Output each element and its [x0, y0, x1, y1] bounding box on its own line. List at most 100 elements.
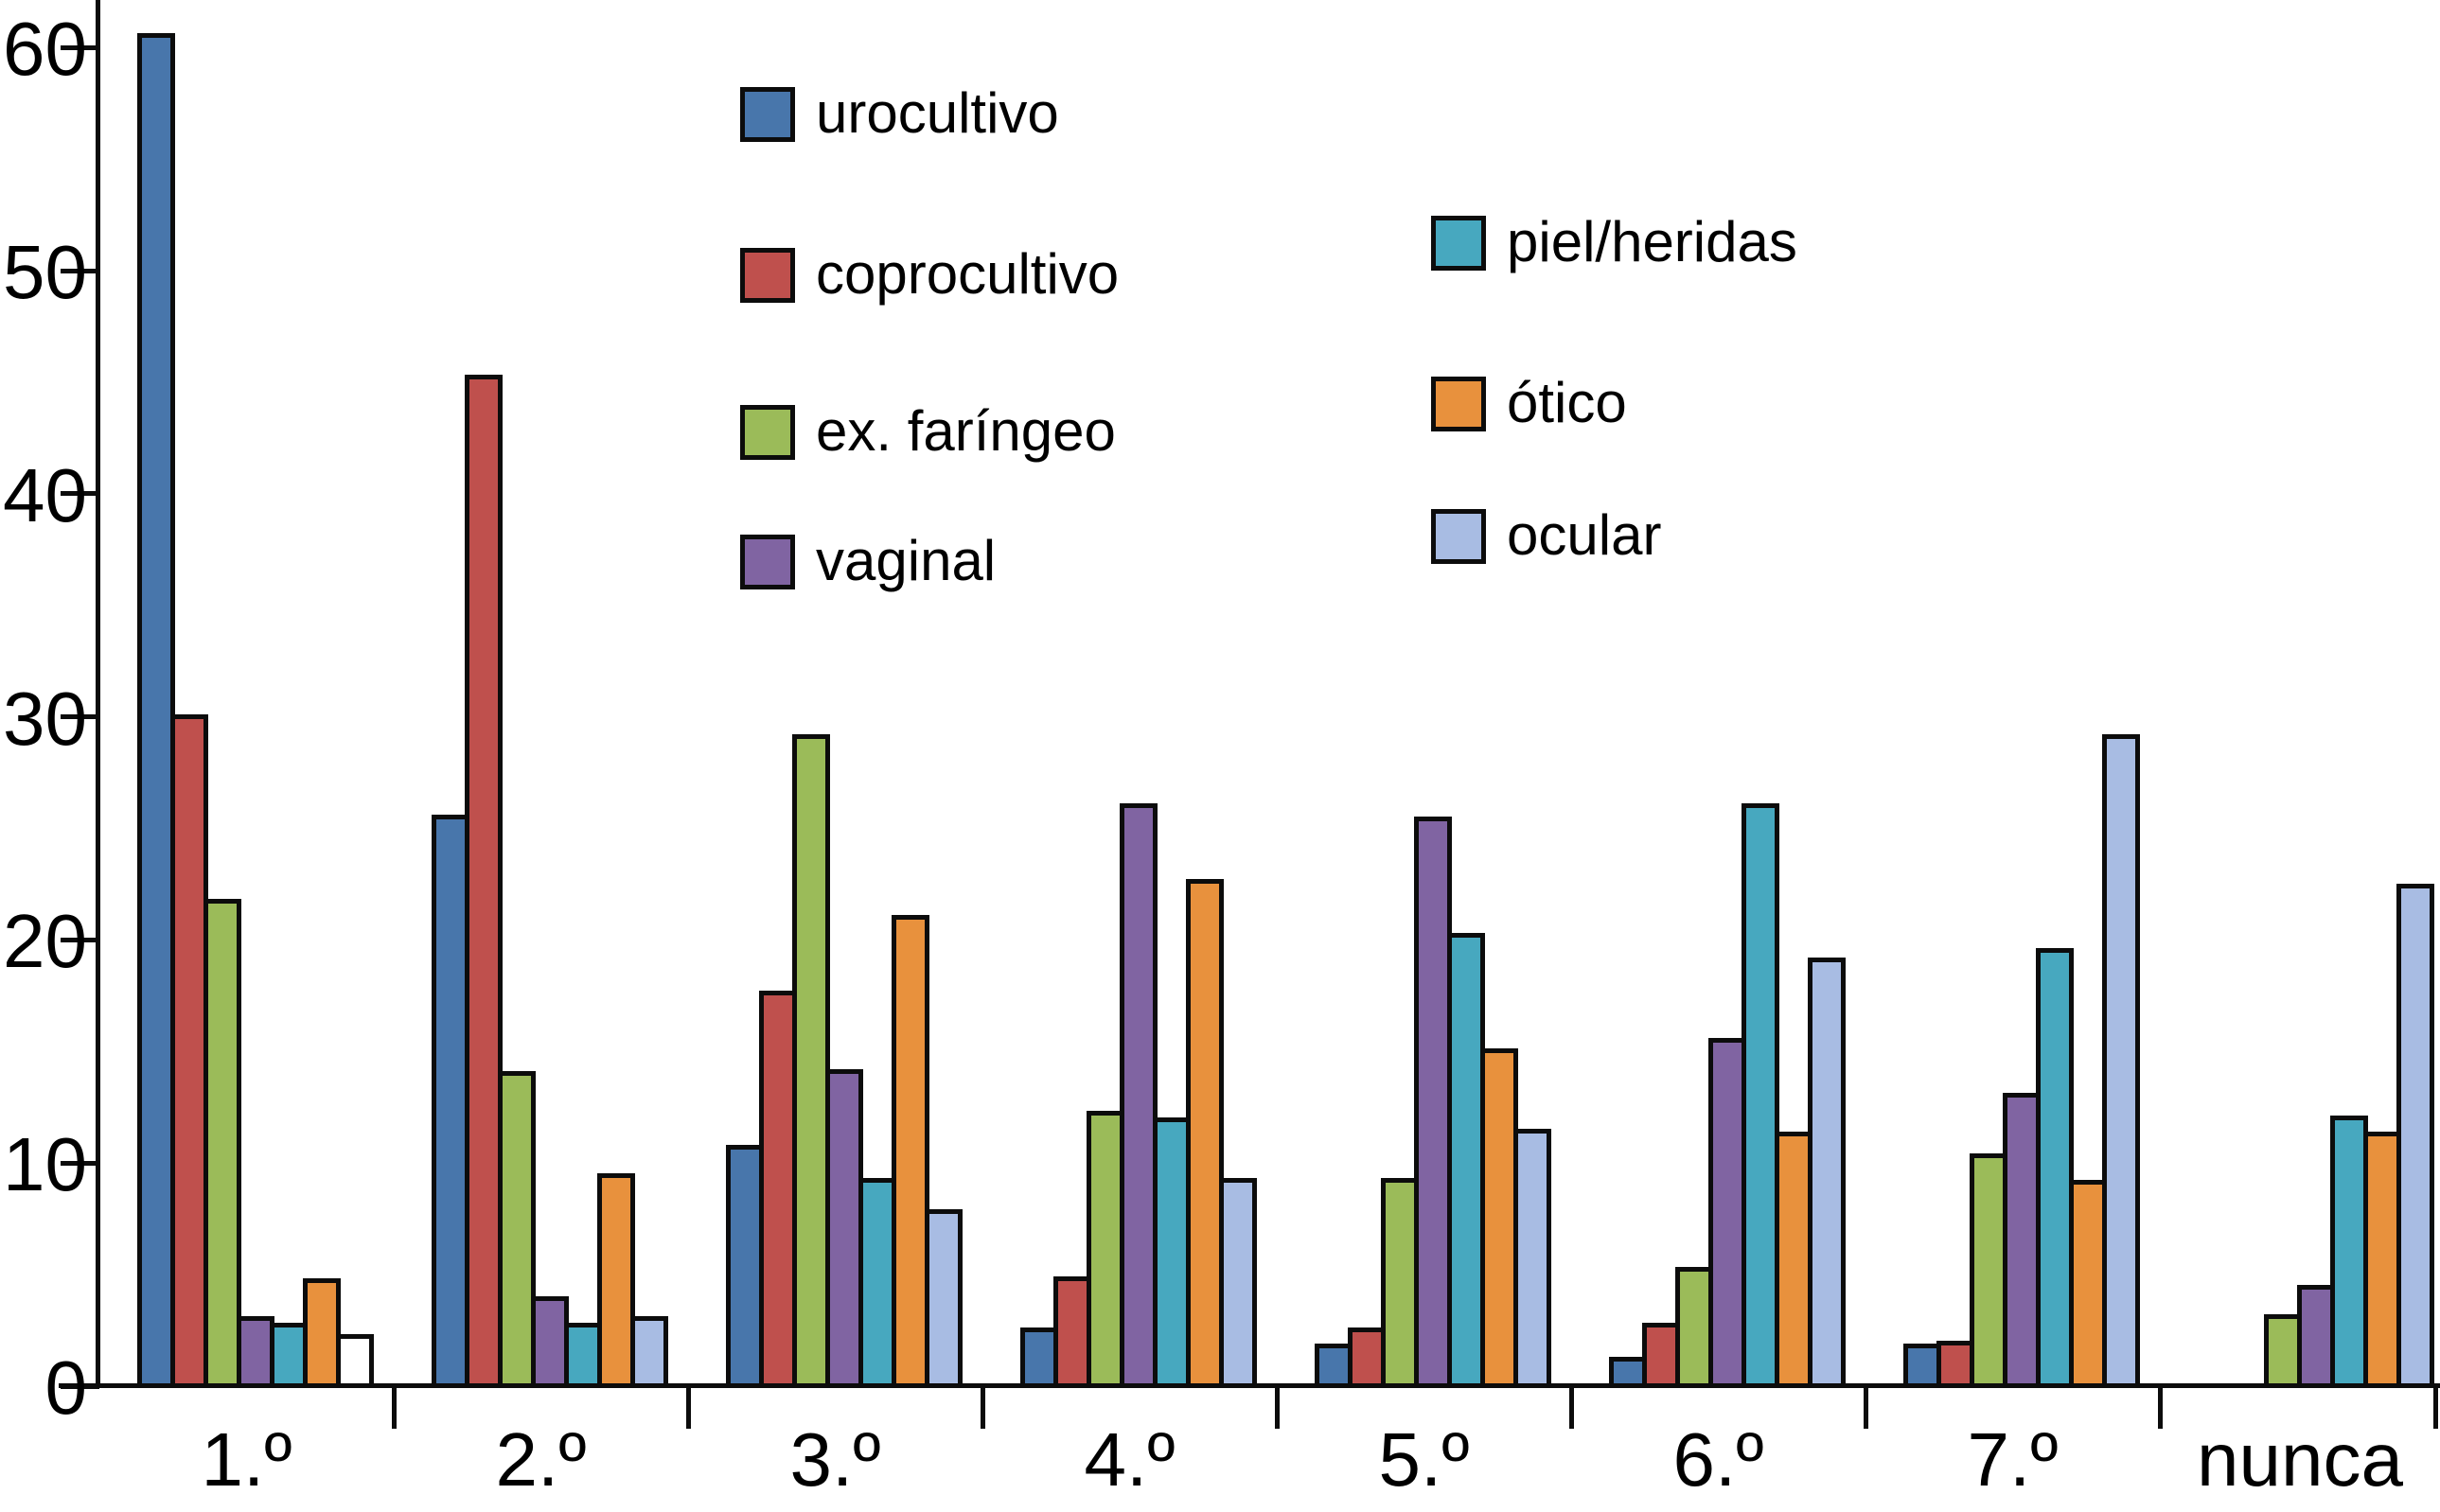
legend-label: piel/heridas — [1507, 210, 1797, 273]
bar-vaginal-nunca — [2297, 1285, 2335, 1388]
bar-urocultivo-5.º — [1315, 1344, 1353, 1388]
legend-swatch-urocultivo — [740, 87, 795, 142]
bar-coprocultivo-5.º — [1348, 1327, 1386, 1388]
y-tick-label: 0 — [44, 1345, 88, 1430]
x-group-separator-tick — [1569, 1383, 1574, 1429]
bar-piel/heridas-6.º — [1742, 803, 1779, 1388]
bar-ocular-2.º — [630, 1316, 668, 1388]
y-tick-mark — [61, 1383, 99, 1389]
legend-label: coprocultivo — [816, 242, 1120, 306]
bar-ocular-4.º — [1219, 1178, 1257, 1388]
y-tick-label: 60 — [3, 7, 87, 92]
y-tick-mark — [61, 1160, 99, 1166]
bar-ex. faríngeo-1.º — [203, 899, 241, 1388]
legend-item-ótico: ótico — [1431, 373, 1999, 437]
bar-vaginal-1.º — [237, 1316, 274, 1388]
bar-ótico-1.º — [303, 1278, 341, 1388]
bar-urocultivo-7.º — [1903, 1344, 1941, 1388]
x-group-separator-tick — [1275, 1383, 1280, 1429]
bar-ex. faríngeo-6.º — [1675, 1267, 1713, 1388]
bar-coprocultivo-6.º — [1642, 1323, 1680, 1388]
bar-ocular-5.º — [1513, 1129, 1551, 1388]
bar-ocular-1.º — [336, 1334, 374, 1388]
bar-ótico-2.º — [597, 1173, 635, 1388]
bar-ex. faríngeo-4.º — [1087, 1111, 1124, 1388]
bar-ex. faríngeo-7.º — [1970, 1153, 2007, 1388]
bar-vaginal-4.º — [1120, 803, 1158, 1388]
legend-item-coprocultivo: coprocultivo — [740, 244, 1308, 308]
bar-vaginal-3.º — [825, 1069, 863, 1388]
legend-label: ex. faríngeo — [816, 399, 1116, 463]
legend-item-piel/heridas: piel/heridas — [1431, 212, 1999, 276]
bar-ótico-nunca — [2363, 1132, 2401, 1388]
y-tick-label: 10 — [3, 1122, 87, 1207]
x-group-separator-tick — [2158, 1383, 2163, 1429]
x-category-label: nunca — [2197, 1417, 2403, 1502]
legend-item-vaginal: vaginal — [740, 531, 1308, 595]
x-category-label: 7.º — [1967, 1417, 2059, 1502]
y-tick-mark — [61, 44, 99, 50]
bar-coprocultivo-7.º — [1936, 1341, 1974, 1388]
y-tick-label: 50 — [3, 230, 87, 314]
legend-swatch-ocular — [1431, 509, 1486, 564]
bar-urocultivo-1.º — [137, 33, 175, 1388]
bar-vaginal-7.º — [2003, 1093, 2041, 1388]
bar-coprocultivo-1.º — [170, 714, 208, 1388]
legend-item-urocultivo: urocultivo — [740, 83, 1308, 148]
bar-coprocultivo-4.º — [1053, 1276, 1091, 1388]
bar-piel/heridas-5.º — [1447, 933, 1485, 1388]
bar-piel/heridas-1.º — [270, 1323, 308, 1388]
bar-urocultivo-4.º — [1020, 1327, 1058, 1388]
y-axis-line — [96, 0, 100, 1388]
bar-piel/heridas-2.º — [564, 1323, 602, 1388]
bar-ocular-6.º — [1808, 958, 1846, 1388]
bar-vaginal-2.º — [531, 1296, 569, 1388]
bar-ocular-7.º — [2102, 734, 2140, 1388]
bar-ótico-7.º — [2069, 1180, 2107, 1388]
y-tick-mark — [61, 268, 99, 273]
bar-ótico-6.º — [1775, 1132, 1812, 1388]
bar-urocultivo-2.º — [432, 815, 469, 1388]
x-category-label: 4.º — [1084, 1417, 1176, 1502]
y-tick-label: 20 — [3, 899, 87, 984]
legend-label: urocultivo — [816, 81, 1059, 145]
bar-piel/heridas-7.º — [2036, 948, 2074, 1388]
legend-item-ex. faríngeo: ex. faríngeo — [740, 401, 1308, 466]
legend-swatch-piel/heridas — [1431, 216, 1486, 271]
legend-swatch-coprocultivo — [740, 248, 795, 303]
bar-ex. faríngeo-nunca — [2264, 1314, 2302, 1388]
bar-urocultivo-3.º — [726, 1145, 764, 1388]
bar-urocultivo-6.º — [1609, 1357, 1647, 1388]
x-category-label: 1.º — [201, 1417, 292, 1502]
bar-vaginal-6.º — [1708, 1038, 1746, 1388]
y-tick-label: 30 — [3, 676, 87, 761]
x-group-separator-tick — [392, 1383, 397, 1429]
x-group-separator-tick — [686, 1383, 691, 1429]
legend-swatch-ex. faríngeo — [740, 405, 795, 460]
legend-label: vaginal — [816, 529, 997, 592]
y-tick-label: 40 — [3, 452, 87, 537]
bar-ótico-4.º — [1186, 879, 1224, 1388]
legend-label: ótico — [1507, 371, 1627, 434]
bar-ocular-3.º — [925, 1209, 963, 1388]
bar-ex. faríngeo-5.º — [1381, 1178, 1419, 1388]
y-tick-mark — [61, 714, 99, 720]
bar-coprocultivo-2.º — [465, 375, 503, 1388]
x-group-separator-tick — [981, 1383, 985, 1429]
bar-ocular-nunca — [2396, 884, 2434, 1388]
legend-swatch-ótico — [1431, 377, 1486, 431]
bar-ex. faríngeo-2.º — [498, 1071, 536, 1388]
legend-item-ocular: ocular — [1431, 505, 1999, 570]
x-category-label: 5.º — [1378, 1417, 1470, 1502]
bar-coprocultivo-3.º — [759, 991, 797, 1388]
x-group-separator-tick — [1864, 1383, 1868, 1429]
y-tick-mark — [61, 491, 99, 497]
x-category-label: 6.º — [1672, 1417, 1764, 1502]
bar-ótico-3.º — [892, 915, 929, 1388]
legend-label: ocular — [1507, 503, 1662, 567]
bar-ótico-5.º — [1480, 1048, 1518, 1388]
bar-ex. faríngeo-3.º — [792, 734, 830, 1388]
legend-swatch-vaginal — [740, 535, 795, 589]
x-category-label: 2.º — [495, 1417, 587, 1502]
